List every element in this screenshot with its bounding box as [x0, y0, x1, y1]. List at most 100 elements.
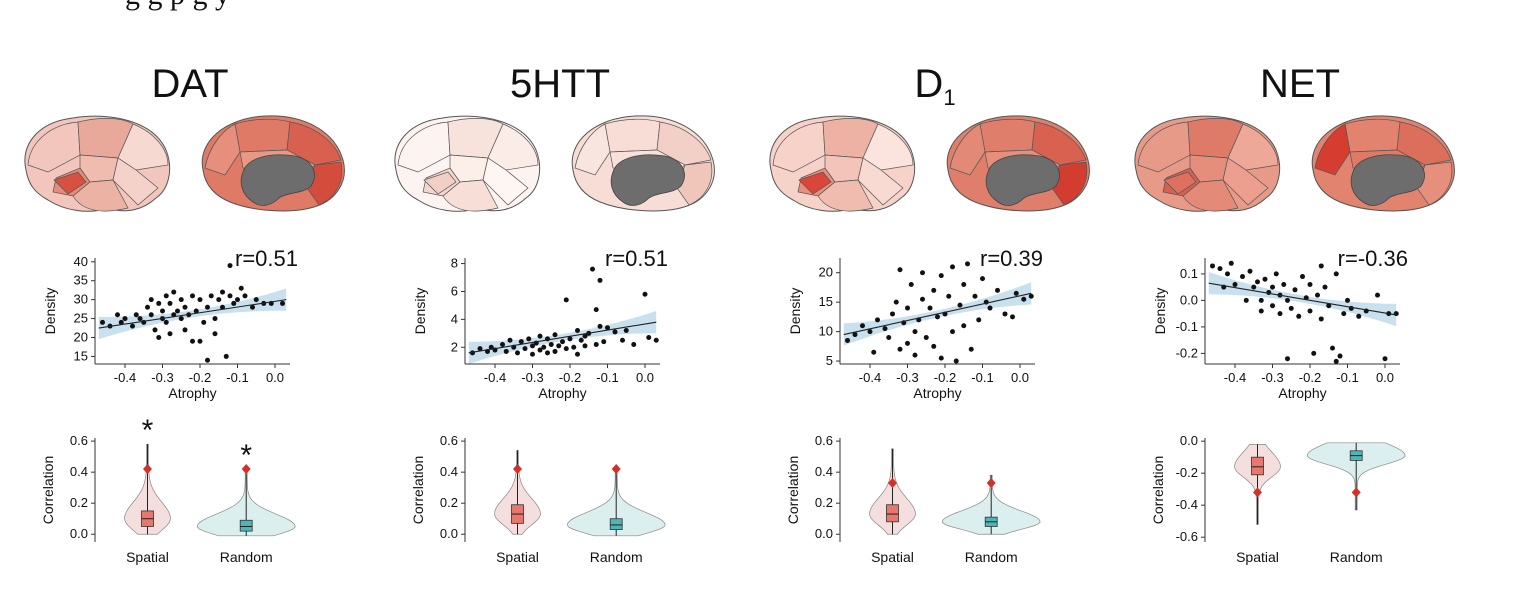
- scatter-plot: -0.4 -0.3 -0.2 -0.1 0.0 5 10 15 20 Atrophy Density…: [787, 246, 1043, 401]
- data-point: [503, 348, 509, 354]
- y-tick-label: 0.6: [70, 433, 88, 448]
- y-tick-label: 6: [451, 283, 458, 298]
- data-point: [1300, 274, 1305, 280]
- observed-marker: [513, 464, 522, 475]
- category-label: Random: [220, 549, 273, 565]
- data-point: [118, 319, 124, 325]
- brain-region: [1222, 157, 1269, 206]
- data-point: [950, 264, 955, 270]
- y-axis-label: Correlation: [1150, 456, 1166, 524]
- data-point: [1292, 287, 1298, 293]
- brain-region: [656, 121, 712, 166]
- data-point: [920, 296, 925, 302]
- data-point: [148, 297, 154, 303]
- data-point: [242, 293, 248, 299]
- data-point: [886, 335, 892, 340]
- data-point: [160, 308, 165, 314]
- brain-maps: [394, 115, 715, 212]
- data-point: [526, 336, 532, 342]
- data-point: [1345, 297, 1350, 303]
- data-point: [646, 335, 652, 340]
- data-point: [556, 343, 562, 349]
- data-point: [1273, 271, 1279, 277]
- brain-region: [234, 118, 291, 153]
- brain-region: [1051, 161, 1088, 206]
- y-tick-label: 20: [74, 330, 88, 345]
- data-point: [653, 337, 659, 343]
- panel-dat: DAT -0.4 -0.3 -0.2 -0.1 0.0 15 20 25 30 35 40 Atroph…: [0, 0, 380, 598]
- y-tick-label: -0.1: [1176, 319, 1198, 334]
- data-point: [563, 346, 569, 352]
- data-point: [522, 346, 528, 352]
- correlation-annotation: r=0.39: [980, 246, 1043, 271]
- brain-region: [482, 157, 529, 206]
- brain-medial-wall: [240, 154, 315, 206]
- x-tick-label: -0.4: [114, 370, 136, 385]
- category-label: Spatial: [126, 549, 169, 565]
- y-tick-label: 15: [819, 294, 833, 309]
- x-axis-label: Atrophy: [538, 385, 586, 401]
- y-tick-label: 0.0: [1180, 292, 1198, 307]
- data-point: [1028, 293, 1034, 299]
- data-point: [1393, 311, 1399, 317]
- data-point: [1255, 279, 1260, 285]
- data-point: [1281, 282, 1287, 287]
- y-tick-label: 0.0: [440, 526, 458, 541]
- data-point: [1375, 292, 1380, 298]
- data-point: [115, 312, 120, 318]
- data-point: [515, 350, 520, 356]
- data-point: [890, 311, 895, 317]
- brain-region: [1163, 171, 1197, 195]
- data-point: [1210, 263, 1215, 269]
- data-point: [968, 346, 974, 352]
- data-point: [220, 304, 225, 310]
- panel-net: NET -0.4 -0.3 -0.2 -0.1 0.0 -0.2 -0.1 0.0 0.1 Atro…: [1110, 0, 1490, 598]
- data-point: [852, 332, 858, 338]
- data-point: [905, 340, 910, 346]
- brain-region: [112, 157, 159, 206]
- quartile-box: [239, 519, 253, 532]
- data-point: [130, 323, 135, 329]
- data-point: [1021, 296, 1027, 302]
- data-point: [946, 293, 952, 299]
- data-point: [216, 297, 222, 303]
- data-point: [893, 299, 899, 305]
- data-point: [537, 333, 543, 339]
- regression-line: [1208, 282, 1397, 316]
- data-point: [253, 297, 259, 303]
- brain-medial-wall: [985, 154, 1060, 206]
- data-point: [235, 297, 240, 303]
- data-point: [530, 351, 535, 357]
- data-point: [1315, 292, 1320, 298]
- panel-d1: D1 -0.4 -0.3 -0.2 -0.1 0.0 5 10 15 20 Atrophy Densi…: [745, 0, 1125, 598]
- data-point: [931, 343, 937, 349]
- observed-marker: [888, 478, 897, 489]
- brain-region: [1227, 123, 1279, 171]
- data-point: [582, 343, 588, 349]
- data-point: [590, 266, 595, 272]
- data-point: [507, 337, 513, 343]
- panel-title-text: D: [914, 62, 944, 106]
- x-axis-label: Atrophy: [1278, 385, 1326, 401]
- y-axis-label: Density: [787, 288, 803, 335]
- x-tick-label: -0.1: [596, 370, 618, 385]
- panel-5htt: 5HTT -0.4 -0.3 -0.2 -0.1 0.0 2 4 6 8 Atrophy Densit…: [370, 0, 750, 598]
- y-tick-label: 25: [74, 311, 88, 326]
- violin-plot: 0.0 0.2 0.4 0.6 Correlation Spatial * Random *: [40, 414, 296, 565]
- data-point: [950, 329, 955, 335]
- data-point: [1228, 260, 1234, 266]
- data-point: [197, 297, 203, 303]
- data-point: [193, 308, 199, 314]
- data-point: [905, 305, 910, 311]
- data-point: [197, 338, 203, 344]
- y-tick-label: 20: [819, 265, 833, 280]
- data-point: [223, 353, 229, 359]
- data-point: [875, 317, 880, 323]
- data-point: [927, 305, 933, 311]
- regression-line: [98, 299, 287, 329]
- y-tick-label: -0.6: [1176, 529, 1198, 544]
- caption-fragment: g g p g y: [0, 0, 1520, 18]
- data-point: [995, 287, 1000, 293]
- brain-maps: [1134, 115, 1455, 212]
- x-tick-label: -0.1: [226, 370, 248, 385]
